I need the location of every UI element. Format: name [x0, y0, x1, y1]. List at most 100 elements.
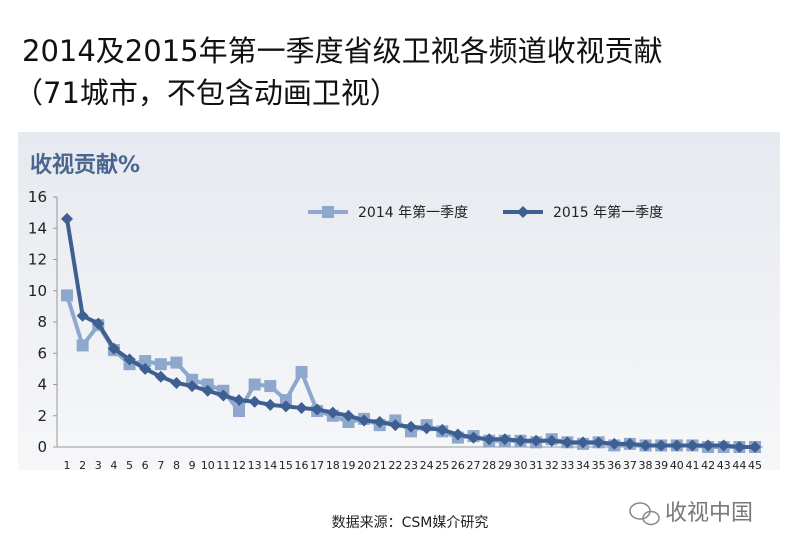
data-point [608, 439, 621, 452]
data-point [76, 309, 89, 322]
x-tick-label: 44 [732, 459, 746, 472]
x-tick-label: 22 [388, 459, 402, 472]
chart-panel [18, 132, 780, 470]
data-point [279, 394, 292, 407]
data-point [733, 441, 746, 453]
data-point [467, 431, 480, 444]
x-tick-label: 43 [717, 459, 731, 472]
data-point [76, 339, 89, 352]
data-point [248, 378, 261, 391]
data-point [154, 370, 167, 383]
y-tick-label: 2 [37, 407, 47, 425]
data-point [592, 436, 605, 449]
data-point [498, 433, 511, 446]
data-point [717, 441, 730, 453]
data-point [436, 423, 449, 436]
data-point [451, 431, 464, 444]
data-point [592, 436, 605, 449]
data-point [702, 441, 715, 453]
x-tick-label: 36 [607, 459, 621, 472]
x-tick-label: 42 [701, 459, 715, 472]
source: 数据来源：CSM媒介研究 [332, 515, 489, 531]
data-point [279, 400, 292, 413]
data-point [123, 353, 136, 366]
data-point [405, 420, 417, 433]
data-point [686, 439, 699, 452]
data-point [373, 416, 386, 428]
data-point [233, 405, 245, 418]
data-point [702, 439, 715, 452]
title: 2014及2015年第一季度省级卫视各频道收视贡献 [22, 34, 663, 68]
x-tick-label: 32 [545, 459, 559, 472]
data-point [154, 358, 167, 371]
data-point [483, 434, 496, 447]
data-point [61, 289, 73, 302]
data-point [545, 433, 558, 446]
x-tick-label: 40 [670, 459, 684, 472]
legend-marker [517, 206, 529, 218]
x-tick-label: 34 [576, 459, 590, 472]
x-tick-label: 37 [623, 459, 637, 472]
data-point [311, 403, 324, 416]
data-point [483, 433, 496, 446]
x-tick-label: 24 [420, 459, 434, 472]
data-point [201, 378, 214, 391]
x-tick-label: 45 [748, 459, 762, 472]
data-point [326, 409, 339, 422]
x-tick-label: 16 [295, 459, 309, 472]
data-point [217, 384, 230, 397]
data-point [373, 419, 386, 432]
data-point [248, 395, 261, 408]
data-point [451, 428, 464, 441]
x-tick-label: 17 [310, 459, 324, 472]
data-point [139, 355, 152, 368]
x-tick-label: 28 [482, 459, 496, 472]
data-point [639, 439, 652, 452]
x-tick-label: 23 [404, 459, 418, 472]
data-point [358, 412, 371, 425]
data-point [233, 394, 245, 407]
y-tick-label: 0 [37, 438, 47, 456]
data-point [107, 342, 120, 355]
x-tick-label: 21 [373, 459, 387, 472]
data-point [405, 425, 417, 438]
x-tick-label: 18 [326, 459, 340, 472]
data-point [186, 380, 199, 393]
data-point [342, 409, 355, 422]
x-tick-label: 13 [248, 459, 262, 472]
x-tick-label: 19 [341, 459, 355, 472]
data-point [733, 441, 746, 453]
data-point [389, 414, 402, 427]
x-tick-label: 29 [498, 459, 512, 472]
x-tick-label: 7 [157, 459, 164, 472]
data-point [530, 434, 543, 447]
data-point [92, 317, 105, 330]
data-point [295, 401, 308, 414]
data-point [530, 436, 543, 449]
x-tick-label: 8 [173, 459, 180, 472]
data-point [420, 419, 433, 432]
data-point [264, 380, 277, 393]
data-point [326, 406, 339, 419]
data-point [498, 434, 511, 447]
data-point [514, 434, 527, 447]
data-point [577, 437, 589, 450]
y-tick-label: 6 [37, 344, 47, 362]
legend-label: 2015 年第一季度 [553, 204, 663, 221]
data-point [139, 362, 152, 375]
data-point [389, 419, 402, 432]
data-point [358, 414, 371, 427]
x-tick-label: 11 [216, 459, 230, 472]
data-point [264, 398, 277, 411]
legend-label: 2014 年第一季度 [358, 204, 468, 221]
data-point [295, 366, 308, 378]
x-tick-label: 5 [126, 459, 133, 472]
y-tick-label: 14 [28, 219, 47, 237]
data-point [123, 358, 136, 371]
y-tick-label: 12 [28, 251, 47, 269]
y-tick-label: 16 [28, 188, 47, 206]
data-point [717, 439, 730, 452]
x-tick-label: 2 [79, 459, 86, 472]
series-line [65, 294, 755, 449]
series-line [65, 218, 755, 449]
